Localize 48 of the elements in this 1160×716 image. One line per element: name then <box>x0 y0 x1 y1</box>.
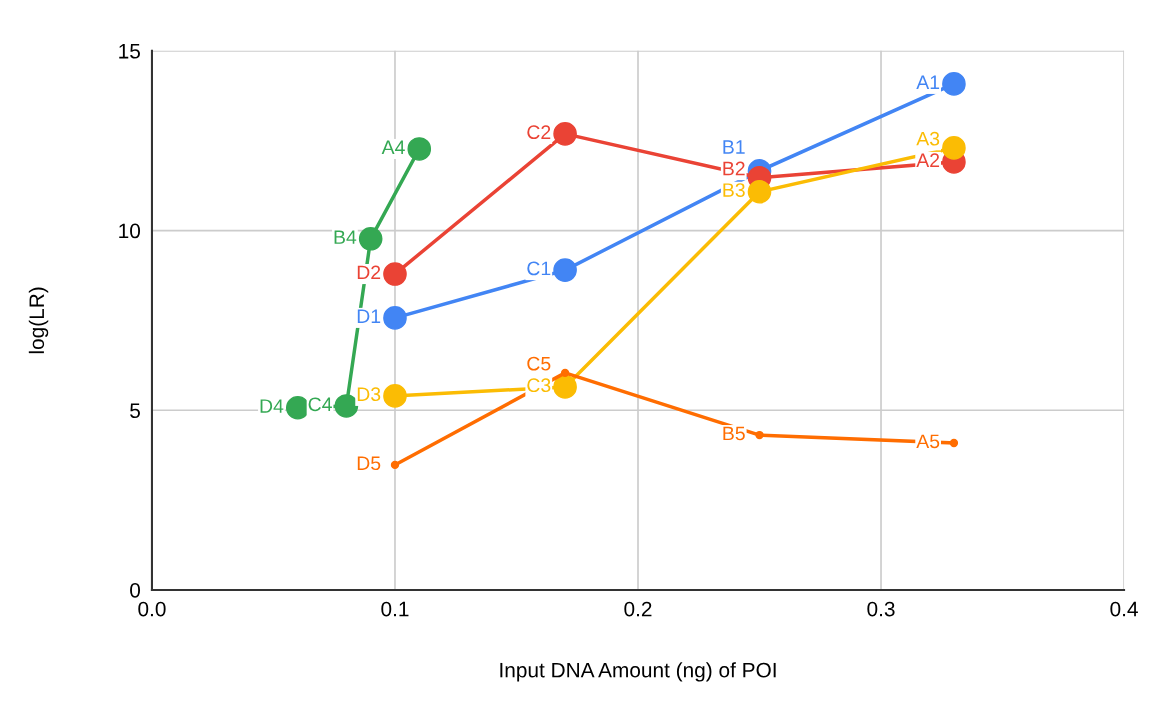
annotation: C5 <box>527 356 551 371</box>
point <box>755 430 764 440</box>
point <box>942 136 966 160</box>
annotation: B1 <box>723 140 745 154</box>
annotation: B4 <box>334 230 357 244</box>
annotation: A1 <box>916 75 940 89</box>
x-tick-label: 0.0 <box>138 601 166 617</box>
annotation: C4 <box>308 397 332 412</box>
y-axis-title: log(LR) <box>28 287 49 354</box>
annotation: A3 <box>916 131 940 146</box>
x-tick-label: 0.2 <box>624 601 652 617</box>
annotation: C2 <box>527 125 551 140</box>
annotation: D2 <box>357 265 381 280</box>
x-tick-label: 0.3 <box>867 601 895 617</box>
annotation: C3 <box>527 378 551 393</box>
y-tick-label: 15 <box>119 44 140 59</box>
annotation: C1 <box>527 261 551 276</box>
point <box>553 122 577 146</box>
point <box>285 395 310 420</box>
annotation: D1 <box>357 309 381 323</box>
point <box>383 262 407 286</box>
point <box>747 179 772 204</box>
annotation: D4 <box>260 399 284 413</box>
x-tick-label: 0.1 <box>381 601 409 617</box>
annotation: A2 <box>916 153 940 167</box>
annotation: B5 <box>723 426 745 441</box>
annotation: D3 <box>357 387 381 402</box>
y-tick-label: 10 <box>119 223 141 239</box>
point <box>407 137 432 161</box>
point <box>383 306 407 330</box>
point <box>949 438 959 448</box>
point <box>334 394 359 418</box>
point <box>553 258 577 282</box>
annotation: D5 <box>357 456 381 471</box>
x-axis-title: Input DNA Amount (ng) of POI <box>500 662 776 682</box>
point <box>553 375 577 399</box>
point <box>383 384 407 408</box>
annotation: A5 <box>916 434 940 449</box>
annotation: A4 <box>381 140 405 154</box>
annotation: B2 <box>723 161 745 176</box>
x-tick-label: 0.4 <box>1110 601 1138 617</box>
point <box>358 227 383 251</box>
y-tick-label: 0 <box>130 582 141 598</box>
point <box>390 460 400 470</box>
annotation: B3 <box>723 183 745 197</box>
point <box>942 72 966 96</box>
y-tick-label: 5 <box>130 403 140 419</box>
point <box>560 368 570 378</box>
